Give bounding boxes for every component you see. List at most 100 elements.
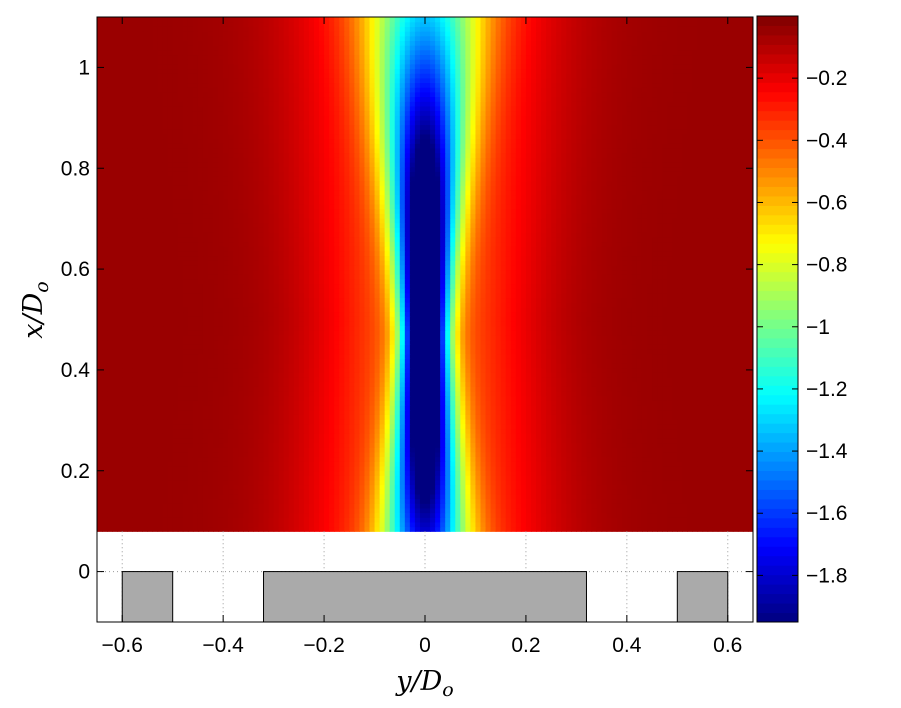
field-cell	[621, 526, 628, 532]
field-cell	[692, 475, 699, 481]
field-cell	[172, 526, 179, 532]
field-cell	[460, 414, 466, 420]
field-cell	[631, 521, 638, 528]
field-cell	[414, 423, 421, 430]
field-cell	[298, 475, 305, 481]
field-cell	[253, 479, 260, 486]
field-cell	[142, 479, 149, 486]
field-cell	[480, 507, 487, 514]
field-cell	[313, 512, 320, 518]
field-cell	[374, 433, 381, 439]
field-cell	[208, 386, 214, 392]
field-cell	[313, 395, 320, 401]
field-cell	[576, 475, 583, 481]
field-cell	[445, 517, 451, 523]
field-cell	[248, 484, 255, 490]
field-cell	[339, 489, 345, 495]
field-cell	[687, 400, 694, 406]
field-cell	[152, 465, 159, 472]
field-cell	[717, 423, 724, 430]
field-cell	[425, 470, 431, 476]
field-cell	[147, 442, 154, 448]
field-cell	[722, 470, 729, 476]
field-cell	[112, 442, 118, 448]
field-cell	[97, 348, 103, 355]
field-cell	[697, 484, 704, 490]
field-cell	[652, 400, 658, 406]
field-cell	[354, 447, 360, 453]
field-cell	[137, 498, 144, 504]
field-cell	[187, 409, 194, 415]
field-cell	[561, 470, 567, 476]
field-cell	[430, 521, 436, 528]
field-cell	[485, 358, 492, 364]
field-cell	[107, 521, 113, 528]
field-cell	[616, 475, 623, 481]
field-cell	[172, 423, 179, 430]
field-cell	[298, 498, 305, 504]
field-cell	[702, 456, 709, 462]
field-cell	[435, 512, 441, 518]
field-cell	[197, 521, 204, 528]
field-cell	[455, 437, 461, 444]
field-cell	[581, 498, 588, 504]
field-cell	[197, 372, 204, 378]
field-cell	[571, 409, 577, 415]
field-cell	[702, 521, 709, 528]
field-cell	[722, 493, 729, 500]
field-cell	[551, 503, 557, 509]
field-cell	[470, 381, 477, 387]
field-cell	[445, 353, 451, 359]
field-cell	[500, 362, 507, 369]
field-cell	[349, 479, 355, 486]
field-cell	[747, 451, 753, 458]
field-cell	[414, 405, 421, 411]
field-cell	[132, 461, 138, 467]
field-cell	[369, 447, 376, 453]
field-cell	[313, 475, 320, 481]
field-cell	[672, 428, 678, 434]
field-cell	[490, 447, 497, 453]
field-cell	[399, 414, 406, 420]
field-cell	[647, 405, 653, 411]
field-cell	[727, 376, 734, 383]
field-cell	[591, 512, 598, 518]
field-cell	[268, 395, 275, 401]
field-cell	[117, 456, 123, 462]
field-cell	[657, 517, 663, 523]
field-cell	[379, 493, 386, 500]
field-cell	[147, 358, 154, 364]
field-cell	[455, 461, 461, 467]
field-cell	[702, 503, 709, 509]
field-cell	[197, 391, 204, 397]
field-cell	[566, 512, 572, 518]
field-cell	[712, 423, 719, 430]
field-cell	[727, 405, 734, 411]
field-cell	[313, 447, 320, 453]
field-cell	[616, 447, 623, 453]
field-cell	[339, 517, 345, 523]
field-cell	[430, 503, 436, 509]
field-cell	[500, 470, 507, 476]
field-cell	[737, 517, 744, 523]
field-cell	[213, 526, 219, 532]
field-cell	[238, 442, 244, 448]
field-cell	[228, 461, 234, 467]
field-cell	[283, 526, 290, 532]
field-cell	[536, 484, 542, 490]
field-cell	[394, 489, 401, 495]
field-cell	[389, 381, 396, 387]
field-cell	[258, 433, 265, 439]
field-cell	[515, 484, 522, 490]
field-cell	[445, 507, 451, 514]
field-cell	[319, 353, 325, 359]
field-cell	[631, 414, 638, 420]
field-cell	[258, 442, 265, 448]
field-cell	[546, 423, 552, 430]
field-cell	[213, 428, 219, 434]
field-cell	[657, 381, 663, 387]
field-cell	[223, 517, 229, 523]
field-cell	[536, 479, 542, 486]
field-cell	[576, 433, 583, 439]
field-cell	[677, 507, 683, 514]
